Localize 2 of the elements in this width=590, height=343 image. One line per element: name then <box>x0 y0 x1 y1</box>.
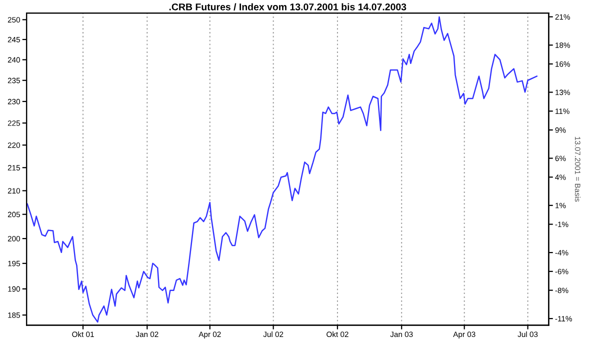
line-series <box>26 16 538 323</box>
chart-title: .CRB Futures / Index vom 13.07.2001 bis 14.07.2003 <box>169 3 406 10</box>
